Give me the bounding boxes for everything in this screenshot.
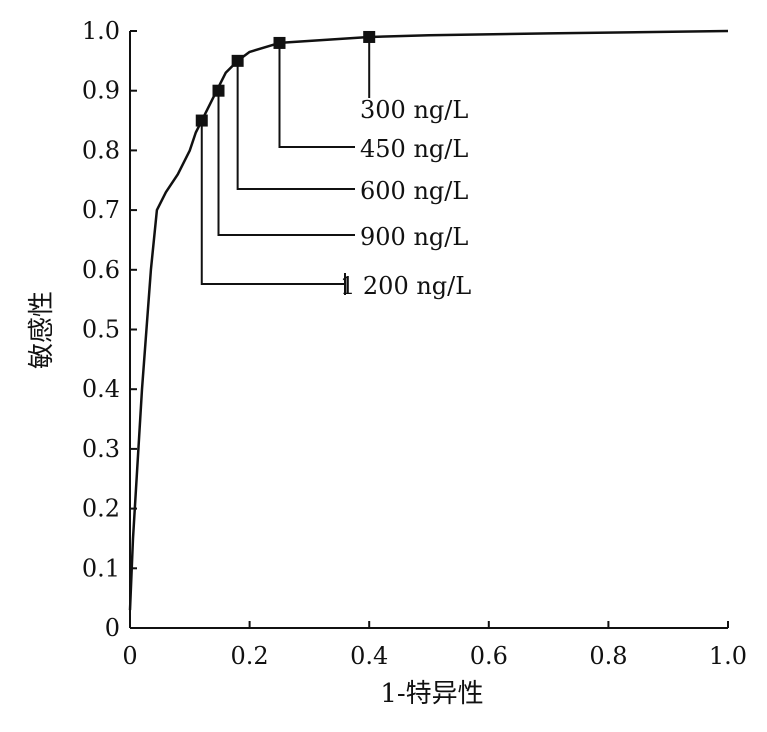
x-ticks: 0 0.2 0.4 0.6 0.8 1.0 — [122, 621, 747, 670]
y-tick-label: 0.4 — [82, 375, 120, 403]
x-tick-label: 1.0 — [709, 642, 747, 670]
x-tick-label: 0.6 — [470, 642, 508, 670]
y-tick-label: 0.8 — [82, 136, 120, 164]
cutoff-leader-line — [217, 90, 355, 236]
cutoff-point-marker — [363, 30, 376, 43]
x-tick-label: 0 — [122, 642, 137, 670]
cutoff-label: 450 ng/L — [360, 135, 468, 163]
cutoff-label: 1 200 ng/L — [340, 272, 471, 300]
x-tick-label: 0.2 — [231, 642, 269, 670]
y-ticks: 0 0.1 0.2 0.3 0.4 0.5 0.6 0.7 0.8 0.9 1.0 — [82, 17, 137, 642]
cutoff-leader-line — [278, 42, 355, 148]
y-tick-label: 0.2 — [82, 495, 120, 523]
y-tick-label: 0.9 — [82, 77, 120, 105]
cutoff-label: 300 ng/L — [360, 96, 468, 124]
y-tick-label: 0.5 — [82, 316, 120, 344]
cutoff-point-marker — [212, 84, 225, 97]
y-tick-label: 0.1 — [82, 554, 120, 582]
cutoff-label: 900 ng/L — [360, 223, 468, 251]
cutoff-point-marker — [231, 54, 244, 67]
cutoff-point-marker — [273, 36, 286, 49]
cutoff-label: 600 ng/L — [360, 177, 468, 205]
y-tick-label: 0.6 — [82, 256, 120, 284]
cutoff-annotations: 1 200 ng/L 900 ng/L 600 ng/L 450 ng/L 300 ng… — [195, 30, 471, 300]
y-axis-title: 敏感性 — [27, 291, 57, 369]
cutoff-point-marker — [195, 114, 208, 127]
y-tick-label: 0 — [105, 614, 120, 642]
cutoff-leader-line — [200, 120, 345, 285]
x-axis-title: 1-特异性 — [380, 679, 483, 709]
y-tick-label: 0.7 — [82, 196, 120, 224]
x-tick-label: 0.8 — [589, 642, 627, 670]
x-tick-label: 0.4 — [350, 642, 388, 670]
axes: 0 0.2 0.4 0.6 0.8 1.0 00.10.20.30.40.50.60.70… — [82, 17, 747, 670]
y-tick-label: 0.3 — [82, 435, 120, 463]
y-tick-label: 1.0 — [82, 17, 120, 45]
cutoff-leader-line — [236, 60, 355, 190]
